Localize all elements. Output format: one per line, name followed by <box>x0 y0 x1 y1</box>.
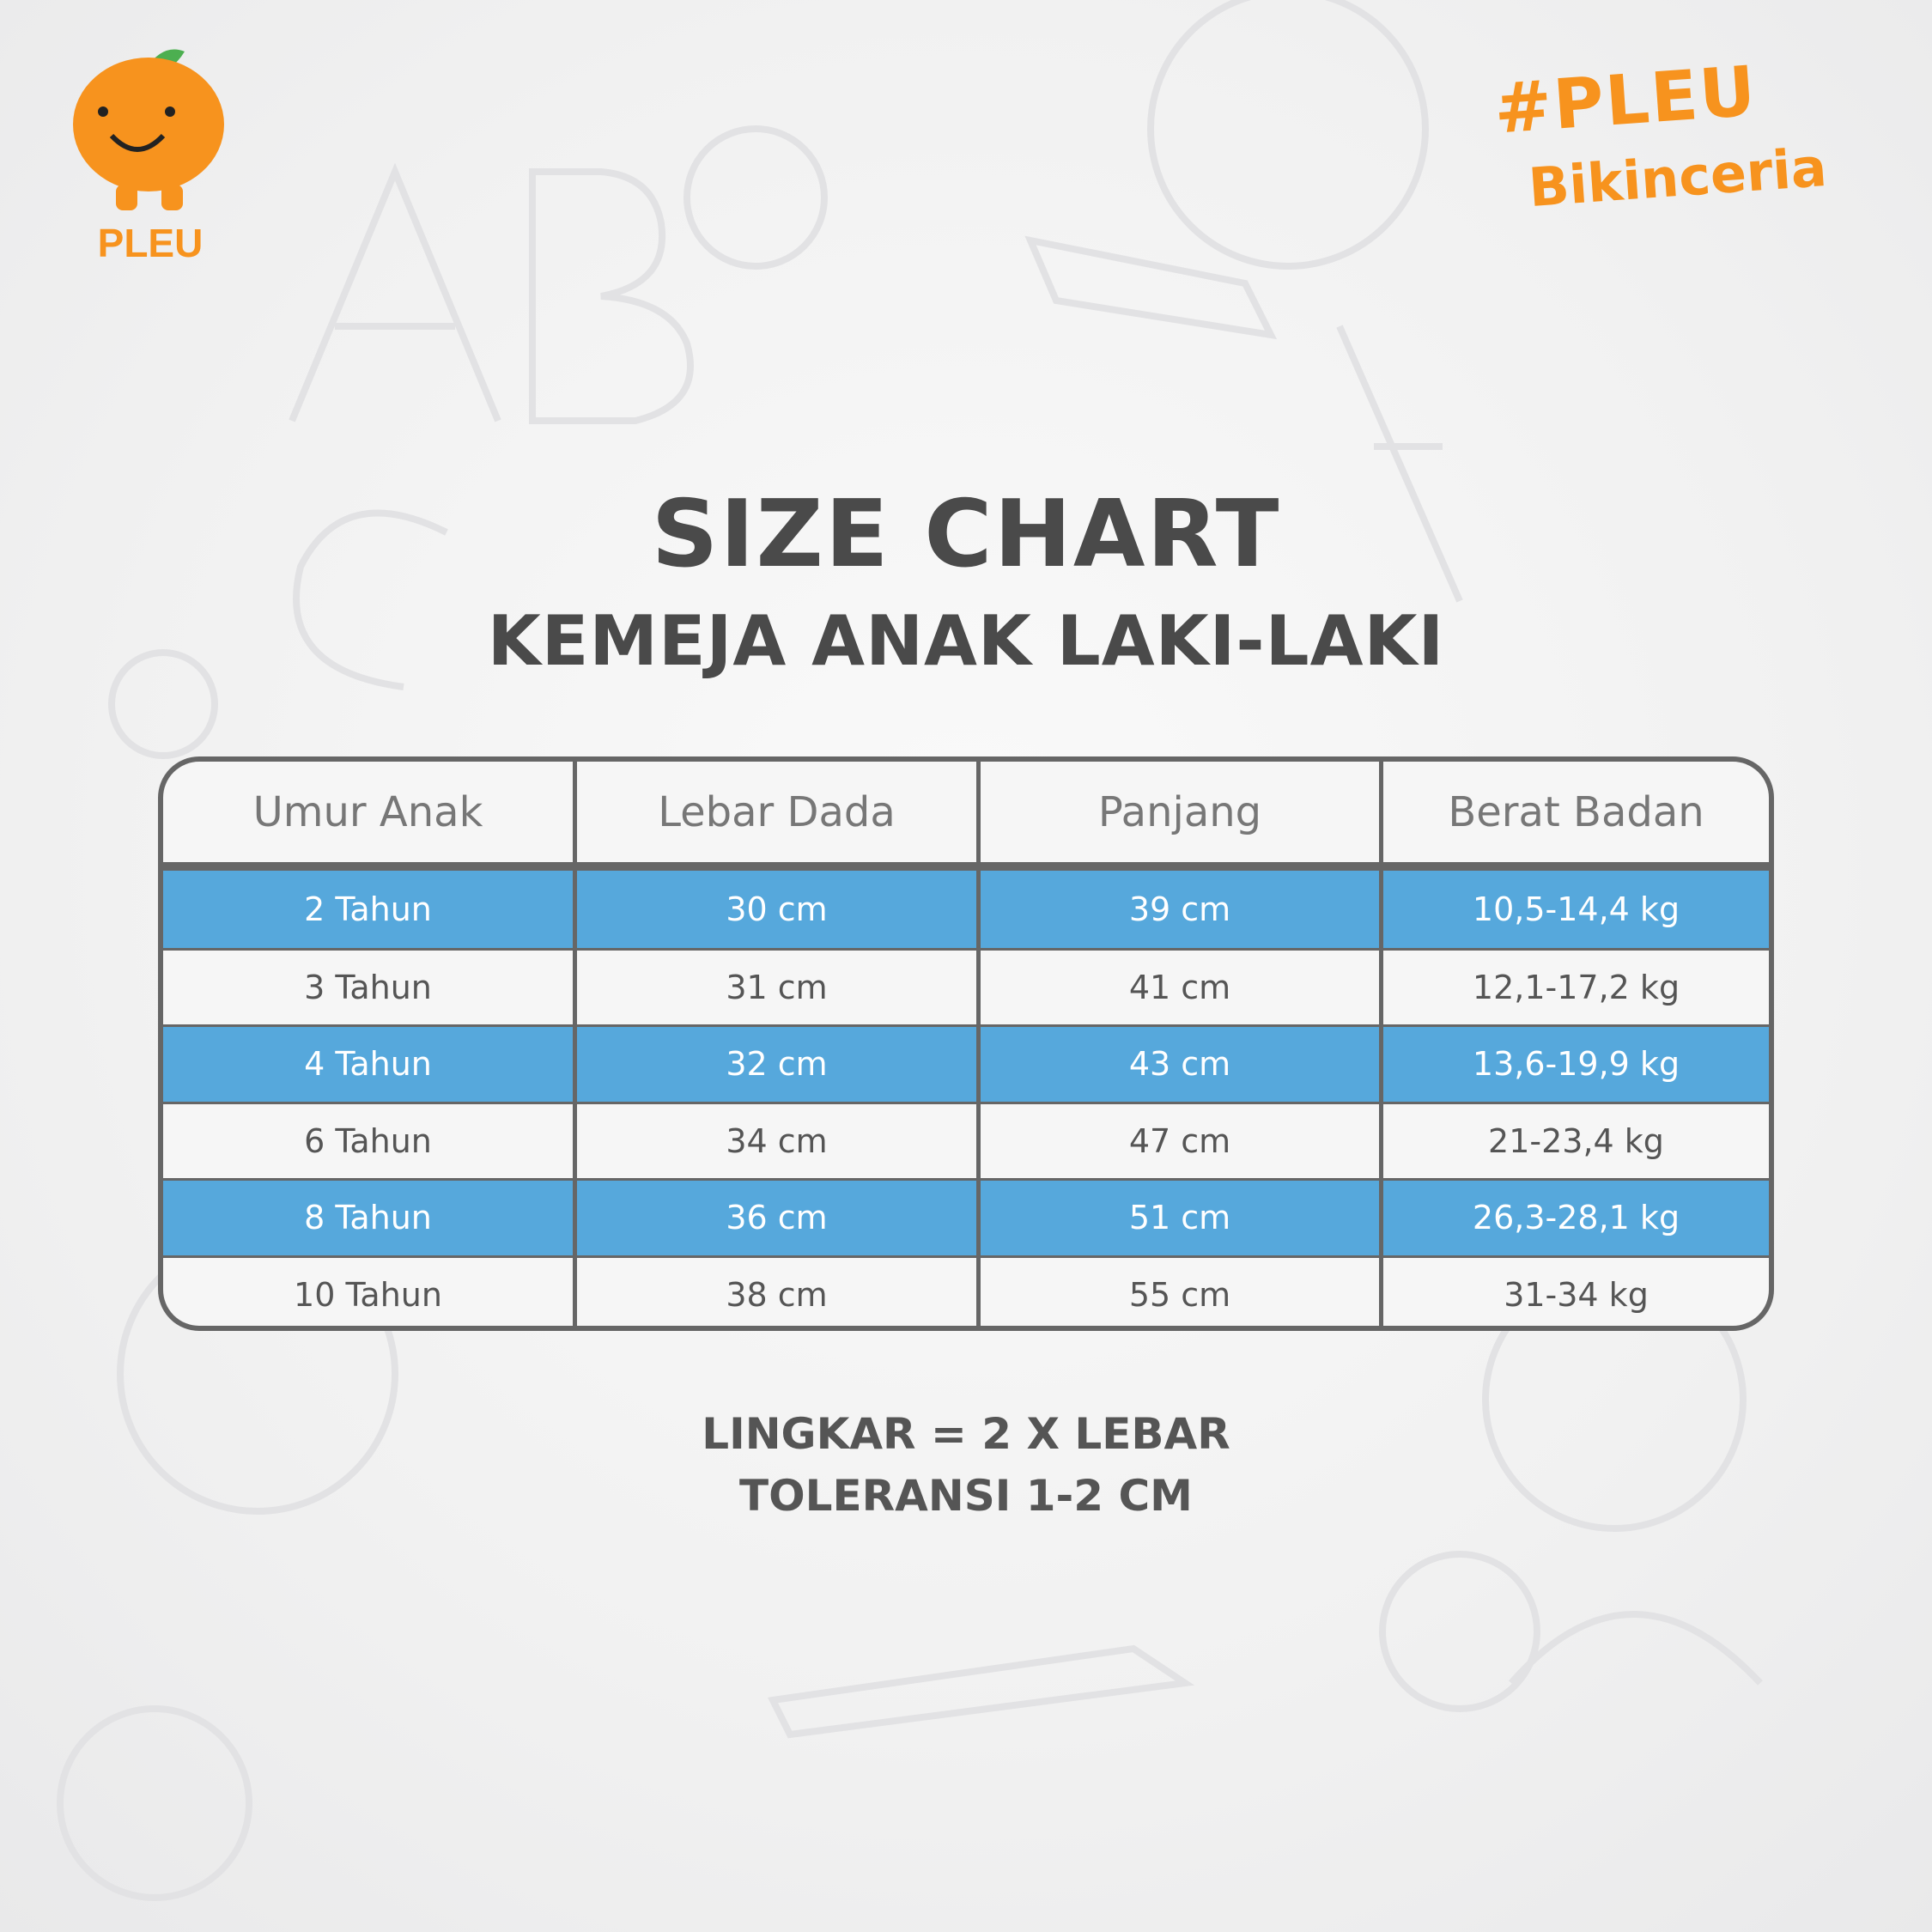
table-row: 10 Tahun 38 cm 55 cm 31-34 kg <box>163 1255 1769 1326</box>
table-cell: 34 cm <box>573 1103 976 1178</box>
header-cell: Panjang <box>976 762 1379 862</box>
table-row: 8 Tahun 36 cm 51 cm 26,3-28,1 kg <box>163 1178 1769 1255</box>
table-cell: 4 Tahun <box>304 1045 432 1084</box>
table-row: 2 Tahun 30 cm 39 cm 10,5-14,4 kg <box>163 871 1769 948</box>
table-row: 6 Tahun 34 cm 47 cm 21-23,4 kg <box>163 1101 1769 1178</box>
table-cell: 36 cm <box>573 1181 976 1255</box>
table-cell: 6 Tahun <box>304 1121 432 1160</box>
table-cell: 21-23,4 kg <box>1379 1103 1769 1178</box>
hashtag-line1: #PLEU <box>1492 51 1760 149</box>
logo-text: PLEU <box>97 221 204 265</box>
table-cell: 13,6-19,9 kg <box>1379 1027 1769 1102</box>
table-cell: 2 Tahun <box>304 890 432 928</box>
note-circumference: LINGKAR = 2 X LEBAR <box>702 1409 1230 1459</box>
table-cell: 31-34 kg <box>1379 1257 1769 1326</box>
table-row: 4 Tahun 32 cm 43 cm 13,6-19,9 kg <box>163 1024 1769 1102</box>
header-cell: Berat Badan <box>1379 762 1769 862</box>
page-subtitle: KEMEJA ANAK LAKI-LAKI <box>487 601 1445 681</box>
table-cell: 39 cm <box>976 871 1379 948</box>
table-cell: 3 Tahun <box>304 968 432 1006</box>
table-row: 3 Tahun 31 cm 41 cm 12,1-17,2 kg <box>163 947 1769 1024</box>
note-tolerance: TOLERANSI 1-2 CM <box>739 1471 1193 1521</box>
table-cell: 26,3-28,1 kg <box>1379 1181 1769 1255</box>
table-cell: 55 cm <box>976 1257 1379 1326</box>
orange-mascot-icon <box>73 49 224 210</box>
table-cell: 10,5-14,4 kg <box>1379 871 1769 948</box>
table-cell: 43 cm <box>976 1027 1379 1102</box>
header-cell: Umur Anak <box>252 787 483 836</box>
table-cell: 32 cm <box>573 1027 976 1102</box>
table-cell: 47 cm <box>976 1103 1379 1178</box>
hashtag-line2: Bikinceria <box>1526 135 1829 220</box>
page-title: SIZE CHART <box>651 481 1281 588</box>
header-cell: Lebar Dada <box>573 762 976 862</box>
table-cell: 10 Tahun <box>294 1275 442 1314</box>
size-table: Umur Anak Lebar Dada Panjang Berat Badan… <box>158 756 1774 1331</box>
pleu-logo: PLEU <box>69 34 232 275</box>
table-header-row: Umur Anak Lebar Dada Panjang Berat Badan <box>163 762 1769 871</box>
table-cell: 41 cm <box>976 950 1379 1024</box>
table-cell: 12,1-17,2 kg <box>1379 950 1769 1024</box>
table-cell: 51 cm <box>976 1181 1379 1255</box>
table-cell: 30 cm <box>573 871 976 948</box>
table-cell: 8 Tahun <box>304 1199 432 1237</box>
table-cell: 38 cm <box>573 1257 976 1326</box>
table-cell: 31 cm <box>573 950 976 1024</box>
hashtag-logo: #PLEU Bikinceria <box>1492 51 1906 232</box>
